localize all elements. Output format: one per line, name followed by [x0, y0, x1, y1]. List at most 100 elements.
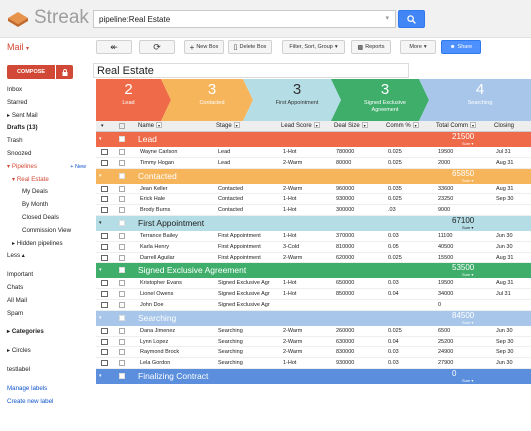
cell-stage[interactable]: Searching	[218, 349, 243, 356]
column-header-total-comm[interactable]: Total Comm ▾	[436, 121, 492, 132]
group-checkbox[interactable]	[119, 136, 125, 142]
group-collapse-icon[interactable]: ▾	[99, 136, 102, 142]
table-row[interactable]: Lionel Owens Signed Exclusive Agr 1-Hot 850…	[96, 289, 531, 300]
nav-item-by-month[interactable]: By Month	[0, 199, 92, 212]
column-header-closing[interactable]: Closing	[494, 121, 531, 132]
nav-item-starred[interactable]: Starred	[0, 97, 92, 110]
table-row[interactable]: Karla Henry First Appointment 3-Cold 810000…	[96, 241, 531, 253]
cell-deal-size[interactable]: 930000	[336, 360, 355, 367]
stage-arrow-1[interactable]	[96, 79, 171, 121]
row-checkbox[interactable]	[119, 349, 125, 356]
nav-item-all-mail[interactable]: All Mail	[0, 295, 92, 308]
row-checkbox[interactable]	[119, 207, 125, 214]
cell-comm[interactable]: 0.03	[388, 280, 399, 287]
expand-toggle-icon[interactable]: ▸	[12, 239, 17, 247]
cell-stage[interactable]: Signed Exclusive Agr	[218, 280, 270, 287]
box-icon[interactable]	[101, 196, 108, 203]
stage-arrow-2[interactable]	[161, 79, 253, 121]
cell-lead-score[interactable]: 1-Hot	[283, 149, 297, 155]
cell-stage[interactable]: Contacted	[218, 207, 244, 214]
cell-stage[interactable]: Searching	[218, 327, 243, 334]
cell-closing[interactable]: Aug 31	[496, 159, 514, 166]
cell-name[interactable]: Jean Keller	[140, 185, 168, 192]
cell-lead-score[interactable]: 1-Hot	[283, 196, 297, 203]
cell-stage[interactable]: Searching	[218, 360, 243, 367]
search-options-icon[interactable]: ▾	[385, 15, 389, 22]
nav-item-create-new-label[interactable]: Create new label	[0, 396, 92, 409]
cell-lead-score[interactable]: 1-Hot	[283, 360, 297, 367]
row-checkbox[interactable]	[119, 360, 125, 367]
cell-deal-size[interactable]: 780000	[336, 149, 355, 155]
cell-name[interactable]: Erick Hale	[140, 196, 166, 203]
group-collapse-icon[interactable]: ▾	[99, 172, 102, 179]
group-header-finalizing-contract[interactable]: ▾ Finalizing Contract 0 Sum ▾	[96, 369, 531, 384]
table-row[interactable]: Lynn Lopez Searching 2-Warm 630000 0.04 25200…	[96, 336, 531, 348]
table-row[interactable]: Timmy Hogan Lead 2-Warm 80000 0.025 2000 Aug 3…	[96, 157, 531, 169]
stage-first-appointment[interactable]: 3 First Appointment	[253, 79, 341, 121]
cell-total-comm[interactable]: 24900	[438, 349, 454, 356]
nav-item-commission-view[interactable]: Commission View	[0, 225, 92, 238]
pipeline-title[interactable]: Real Estate	[93, 63, 409, 78]
expand-toggle-icon[interactable]: ▾	[12, 175, 17, 183]
row-checkbox[interactable]	[119, 149, 125, 155]
box-icon[interactable]	[101, 159, 108, 166]
cell-deal-size[interactable]: 830000	[336, 349, 355, 356]
cell-name[interactable]: Darrell Aguilar	[140, 254, 175, 261]
table-row[interactable]: Terrance Bailey First Appointment 1-Hot 370…	[96, 231, 531, 242]
group-sum-label[interactable]: Sum ▾	[462, 378, 474, 383]
cell-closing[interactable]: Jun 30	[496, 327, 513, 334]
cell-deal-size[interactable]: 650000	[336, 280, 355, 287]
table-row[interactable]: Dana Jimenez Searching 2-Warm 260000 0.025 65…	[96, 325, 531, 337]
row-checkbox[interactable]	[119, 254, 125, 261]
cell-deal-size[interactable]: 930000	[336, 196, 355, 203]
cell-lead-score[interactable]: 2-Warm	[283, 327, 303, 334]
nav-item-pipelines[interactable]: ▾ Pipelines + New	[0, 161, 92, 174]
table-row[interactable]: Kristopher Evans Signed Exclusive Agr 1-Ho…	[96, 278, 531, 290]
search-button[interactable]	[398, 10, 425, 28]
compose-lock-button[interactable]	[56, 65, 73, 79]
collapse-all-icon[interactable]: ▾	[101, 123, 104, 129]
nav-item-trash[interactable]: Trash	[0, 135, 92, 148]
table-row[interactable]: Brody Burns Contacted 1-Hot 300000 .03 9000	[96, 205, 531, 216]
cell-name[interactable]: Brody Burns	[140, 207, 171, 214]
cell-lead-score[interactable]: 1-Hot	[283, 207, 297, 214]
expand-toggle-icon[interactable]: ▸	[7, 111, 12, 119]
nav-item-testlabel[interactable]: testlabel	[0, 364, 92, 377]
group-collapse-icon[interactable]: ▾	[99, 314, 102, 321]
group-sum-label[interactable]: Sum ▾	[462, 272, 474, 278]
stage-arrow-3[interactable]	[243, 79, 341, 121]
stage-lead[interactable]: 2 Lead	[96, 79, 161, 121]
row-checkbox[interactable]	[119, 243, 125, 250]
cell-comm[interactable]: 0.03	[388, 233, 399, 239]
table-row[interactable]: Lela Gordon Searching 1-Hot 930000 0.03 27900…	[96, 358, 531, 369]
column-header-lead-score[interactable]: Lead Score ▾	[281, 121, 332, 132]
cell-stage[interactable]: First Appointment	[218, 233, 261, 239]
cell-closing[interactable]: Jun 30	[496, 243, 513, 250]
box-icon[interactable]	[101, 233, 108, 239]
box-icon[interactable]	[101, 149, 108, 155]
row-checkbox[interactable]	[119, 291, 125, 298]
stage-arrow-5[interactable]	[419, 79, 531, 121]
group-checkbox[interactable]	[119, 172, 125, 179]
cell-name[interactable]: Karla Henry	[140, 243, 170, 250]
cell-stage[interactable]: Signed Exclusive Agr	[218, 291, 270, 298]
nav-item-sent-mail[interactable]: ▸ Sent Mail	[0, 110, 92, 123]
group-header-lead[interactable]: ▾ Lead 21500 Sum ▾	[96, 132, 531, 147]
cell-total-comm[interactable]: 11100	[438, 233, 453, 239]
cell-deal-size[interactable]: 620000	[336, 254, 355, 261]
stage-searching[interactable]: 4 Searching	[429, 79, 531, 121]
group-collapse-icon[interactable]: ▾	[99, 267, 102, 274]
filter-sort-group-button[interactable]: Filter, Sort, Group ▾	[282, 40, 345, 54]
column-menu-icon[interactable]: ▾	[156, 122, 163, 129]
new-pipeline-link[interactable]: + New	[70, 163, 86, 170]
cell-lead-score[interactable]: 3-Cold	[283, 243, 300, 250]
box-icon[interactable]	[101, 207, 108, 214]
table-row[interactable]: Jean Keller Contacted 2-Warm 960000 0.035 336…	[96, 183, 531, 195]
column-menu-icon[interactable]: ▾	[412, 122, 419, 129]
nav-item-chats[interactable]: Chats	[0, 282, 92, 295]
cell-deal-size[interactable]: 630000	[336, 338, 355, 345]
cell-closing[interactable]: Aug 31	[496, 254, 514, 261]
cell-stage[interactable]: Searching	[218, 338, 243, 345]
group-checkbox[interactable]	[119, 373, 125, 379]
share-button[interactable]: ☻ Share	[441, 40, 481, 54]
